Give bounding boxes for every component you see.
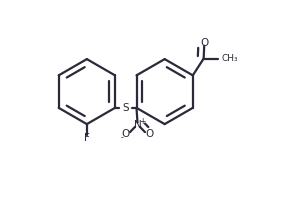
Text: F: F xyxy=(84,133,90,143)
Text: O: O xyxy=(122,129,130,139)
Text: N: N xyxy=(133,120,141,130)
Text: +: + xyxy=(139,117,146,126)
Text: S: S xyxy=(122,103,129,113)
Text: -: - xyxy=(121,133,124,142)
Text: CH₃: CH₃ xyxy=(222,54,239,63)
Text: O: O xyxy=(200,38,208,48)
Text: O: O xyxy=(145,129,153,139)
